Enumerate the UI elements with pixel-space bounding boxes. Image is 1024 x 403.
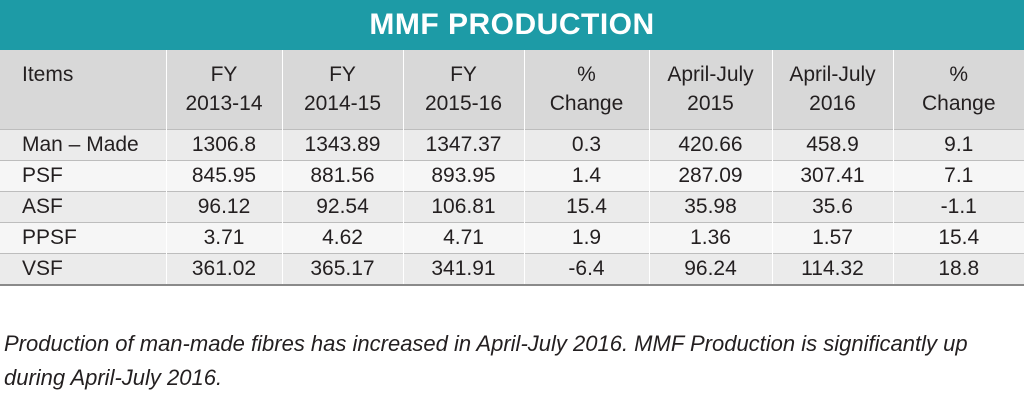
column-header: FY 2013-14 — [165, 50, 282, 129]
table-cell: 420.66 — [648, 128, 772, 160]
table-cell: 35.6 — [771, 190, 893, 222]
header-row: Items FY 2013-14 FY 2014-15 FY 2015-16 % Cha… — [0, 50, 1024, 129]
column-header: FY 2014-15 — [281, 50, 403, 129]
column-header: April-July 2015 — [648, 50, 772, 129]
column-header: % Change — [523, 50, 649, 129]
table-cell: 1347.37 — [402, 128, 524, 160]
table-cell: 18.8 — [892, 252, 1024, 286]
table-cell: 4.71 — [402, 221, 524, 253]
table-cell: 1.57 — [771, 221, 893, 253]
table-cell: 361.02 — [165, 252, 282, 286]
table-cell: 1.36 — [648, 221, 772, 253]
table-row: ASF 96.12 92.54 106.81 15.4 35.98 35.6 -… — [0, 190, 1024, 222]
table-cell: 3.71 — [165, 221, 282, 253]
table-cell: 15.4 — [523, 190, 649, 222]
table-cell: -6.4 — [523, 252, 649, 286]
row-label: ASF — [0, 190, 166, 222]
table-row: PPSF 3.71 4.62 4.71 1.9 1.36 1.57 15.4 — [0, 221, 1024, 253]
column-header: Items — [22, 63, 74, 86]
column-header: FY 2015-16 — [402, 50, 524, 129]
table-cell: 1343.89 — [281, 128, 403, 160]
table-cell: -1.1 — [892, 190, 1024, 222]
table-title: MMF PRODUCTION — [0, 0, 1024, 50]
table-cell: 106.81 — [402, 190, 524, 222]
table-cell: 7.1 — [892, 159, 1024, 191]
table-caption: Production of man-made fibres has increa… — [4, 331, 968, 390]
table-cell: 287.09 — [648, 159, 772, 191]
table-cell: 35.98 — [648, 190, 772, 222]
table-cell: 845.95 — [165, 159, 282, 191]
table-cell: 1.4 — [523, 159, 649, 191]
table-row: VSF 361.02 365.17 341.91 -6.4 96.24 114.… — [0, 252, 1024, 286]
column-header: April-July 2016 — [771, 50, 893, 129]
row-label: PSF — [0, 159, 166, 191]
table-cell: 341.91 — [402, 252, 524, 286]
table-cell: 96.12 — [165, 190, 282, 222]
table-cell: 365.17 — [281, 252, 403, 286]
table-row: Man – Made 1306.8 1343.89 1347.37 0.3 42… — [0, 128, 1024, 160]
column-header: % Change — [892, 50, 1024, 129]
table-row: PSF 845.95 881.56 893.95 1.4 287.09 307.… — [0, 159, 1024, 191]
table-cell: 1306.8 — [165, 128, 282, 160]
table-cell: 307.41 — [771, 159, 893, 191]
table-cell: 893.95 — [402, 159, 524, 191]
table-cell: 4.62 — [281, 221, 403, 253]
table-cell: 0.3 — [523, 128, 649, 160]
table-cell: 92.54 — [281, 190, 403, 222]
row-label: PPSF — [0, 221, 166, 253]
row-label: VSF — [0, 252, 166, 286]
table-cell: 458.9 — [771, 128, 893, 160]
table-cell: 15.4 — [892, 221, 1024, 253]
table-cell: 1.9 — [523, 221, 649, 253]
table-cell: 96.24 — [648, 252, 772, 286]
table-cell: 881.56 — [281, 159, 403, 191]
table-cell: 114.32 — [771, 252, 893, 286]
mmf-production-table: Items FY 2013-14 FY 2014-15 FY 2015-16 % Cha… — [0, 50, 1024, 286]
table-cell: 9.1 — [892, 128, 1024, 160]
row-label: Man – Made — [0, 128, 166, 160]
